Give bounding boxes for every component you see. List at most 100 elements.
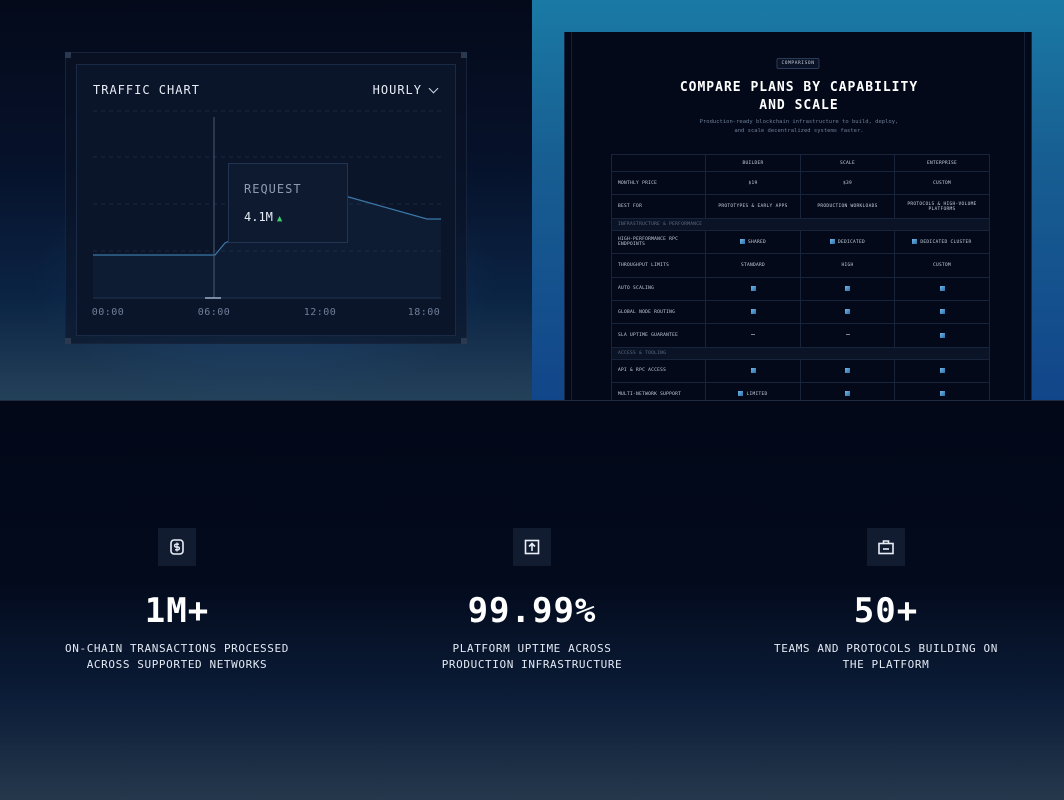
upload-box-icon (524, 539, 540, 555)
stat-label-line: PRODUCTION INFRASTRUCTURE (441, 658, 623, 671)
table-cell (800, 276, 895, 301)
trend-up-icon: ▲ (276, 214, 283, 224)
row-label: MULTI-NETWORK SUPPORT (611, 382, 706, 400)
table-row: SLA UPTIME GUARANTEE (611, 323, 990, 348)
column-header: SCALE (800, 154, 895, 172)
table-cell (705, 323, 801, 348)
stats-section: 1M+ ON-CHAIN TRANSACTIONS PROCESSED ACRO… (0, 400, 1064, 800)
table-row: AUTO SCALING (611, 276, 990, 301)
stat-label-line: THE PLATFORM (842, 658, 930, 671)
stat-value: 99.99% (467, 591, 597, 631)
frame-corner (461, 338, 467, 344)
table-cell (894, 358, 990, 384)
table-cell (705, 299, 801, 325)
tooltip-value: 4.1M (244, 210, 273, 224)
cell-text: CUSTOM (932, 180, 952, 186)
tooltip-label: REQUEST (244, 182, 302, 196)
subtitle-line: Production-ready blockchain infrastructu… (699, 119, 899, 125)
table-cell: $39 (800, 170, 895, 196)
table-cell (800, 358, 895, 384)
included-icon (738, 391, 744, 397)
row-label: HIGH-PERFORMANCE RPC ENDPOINTS (611, 229, 706, 255)
cell-text: SHARED (747, 239, 767, 245)
table-cell: HIGH (800, 253, 895, 278)
cell-text: $39 (842, 180, 853, 186)
column-header-empty (611, 154, 706, 172)
briefcase-icon (878, 540, 894, 555)
included-icon (912, 238, 918, 244)
stat-label-line: TEAMS AND PROTOCOLS BUILDING ON (774, 642, 998, 655)
stat-block: 1M+ ON-CHAIN TRANSACTIONS PROCESSED ACRO… (27, 401, 327, 800)
series-area (93, 196, 441, 298)
row-label: SLA UPTIME GUARANTEE (611, 323, 706, 348)
table-row: MULTI-NETWORK SUPPORT LIMITED (611, 382, 990, 400)
frame-corner (65, 52, 71, 58)
section-subtitle: Production-ready blockchain infrastructu… (565, 118, 1033, 136)
table-row: THROUGHPUT LIMITS STANDARD HIGH CUSTOM (611, 253, 990, 278)
section-badge: COMPARISON (776, 58, 820, 69)
chart-tooltip: REQUEST 4.1M ▲ (228, 163, 348, 243)
included-icon (845, 309, 850, 315)
section-label: ACCESS & TOOLING (611, 346, 990, 360)
range-dropdown[interactable]: HOURLY (372, 83, 439, 97)
table-cell: CUSTOM (894, 253, 990, 278)
section-title: COMPARE PLANS BY CAPABILITY AND SCALE (565, 79, 1033, 115)
range-dropdown-label: HOURLY (372, 83, 422, 97)
stat-value: 1M+ (144, 591, 210, 631)
subtitle-line: and scale decentralized systems faster. (734, 128, 864, 134)
table-cell: SHARED (705, 229, 801, 255)
traffic-chart-section: TRAFFIC CHART HOURLY 00:00 06:00 12:00 1… (0, 0, 532, 400)
stat-value: 50+ (853, 591, 919, 631)
chevron-down-icon (428, 83, 439, 93)
table-section-row: INFRASTRUCTURE & PERFORMANCE (611, 217, 990, 231)
cell-text: STANDARD (740, 262, 766, 268)
title-line: AND SCALE (759, 98, 839, 113)
included-icon (939, 332, 945, 338)
x-tick-label: 18:00 (407, 307, 441, 318)
panel-rail (1024, 32, 1025, 400)
table-cell (705, 358, 801, 384)
table-row: BEST FOR PROTOTYPES & EARLY APPS PRODUCTIO… (611, 194, 990, 219)
stat-label-line: ON-CHAIN TRANSACTIONS PROCESSED (65, 642, 289, 655)
table-cell: PROTOCOLS & HIGH-VOLUME PLATFORMS (894, 194, 990, 219)
table-cell: PROTOTYPES & EARLY APPS (705, 194, 801, 219)
included-icon (845, 367, 850, 373)
row-label: THROUGHPUT LIMITS (611, 253, 706, 278)
cell-text: PROTOTYPES & EARLY APPS (718, 204, 788, 210)
dollar-coin-icon (170, 539, 184, 555)
traffic-line-chart[interactable] (93, 109, 441, 299)
cell-text: $19 (748, 180, 758, 186)
table-row: GLOBAL NODE ROUTING (611, 299, 990, 325)
table-cell (894, 276, 990, 301)
column-header: BUILDER (705, 154, 801, 172)
tooltip-value-row: 4.1M ▲ (244, 210, 282, 224)
section-label: INFRASTRUCTURE & PERFORMANCE (611, 217, 990, 231)
chart-title: TRAFFIC CHART (93, 83, 200, 97)
cell-text: DEDICATED (837, 239, 866, 245)
row-label: MONTHLY PRICE (611, 170, 706, 196)
x-tick-label: 00:00 (91, 307, 125, 318)
row-label: BEST FOR (611, 194, 706, 219)
cell-text: CUSTOM (932, 262, 952, 268)
table-cell: CUSTOM (894, 170, 990, 196)
table-row: HIGH-PERFORMANCE RPC ENDPOINTS SHARED DEDI… (611, 229, 990, 255)
table-cell (800, 382, 895, 400)
frame-corner (65, 338, 71, 344)
stat-block: 50+ TEAMS AND PROTOCOLS BUILDING ON THE … (736, 401, 1036, 800)
stat-label: ON-CHAIN TRANSACTIONS PROCESSED ACROSS S… (27, 641, 327, 673)
stat-label: PLATFORM UPTIME ACROSS PRODUCTION INFRAS… (382, 641, 682, 673)
row-label: GLOBAL NODE ROUTING (611, 299, 706, 325)
title-line: COMPARE PLANS BY CAPABILITY (679, 80, 919, 95)
not-included-icon (845, 334, 850, 336)
included-icon (829, 238, 835, 244)
table-body: MONTHLY PRICE $19 $39 CUSTOM BEST FOR PROTOTY… (611, 170, 990, 400)
stat-label-line: ACROSS SUPPORTED NETWORKS (86, 658, 268, 671)
x-tick-label: 12:00 (303, 307, 337, 318)
stat-icon-box (867, 528, 905, 566)
column-header: ENTERPRISE (894, 154, 990, 172)
frame-corner (461, 52, 467, 58)
table-cell: PRODUCTION WORKLOADS (800, 194, 895, 219)
table-cell: $19 (705, 170, 801, 196)
table-section-row: ACCESS & TOOLING (611, 346, 990, 360)
grid-lines (93, 110, 441, 252)
